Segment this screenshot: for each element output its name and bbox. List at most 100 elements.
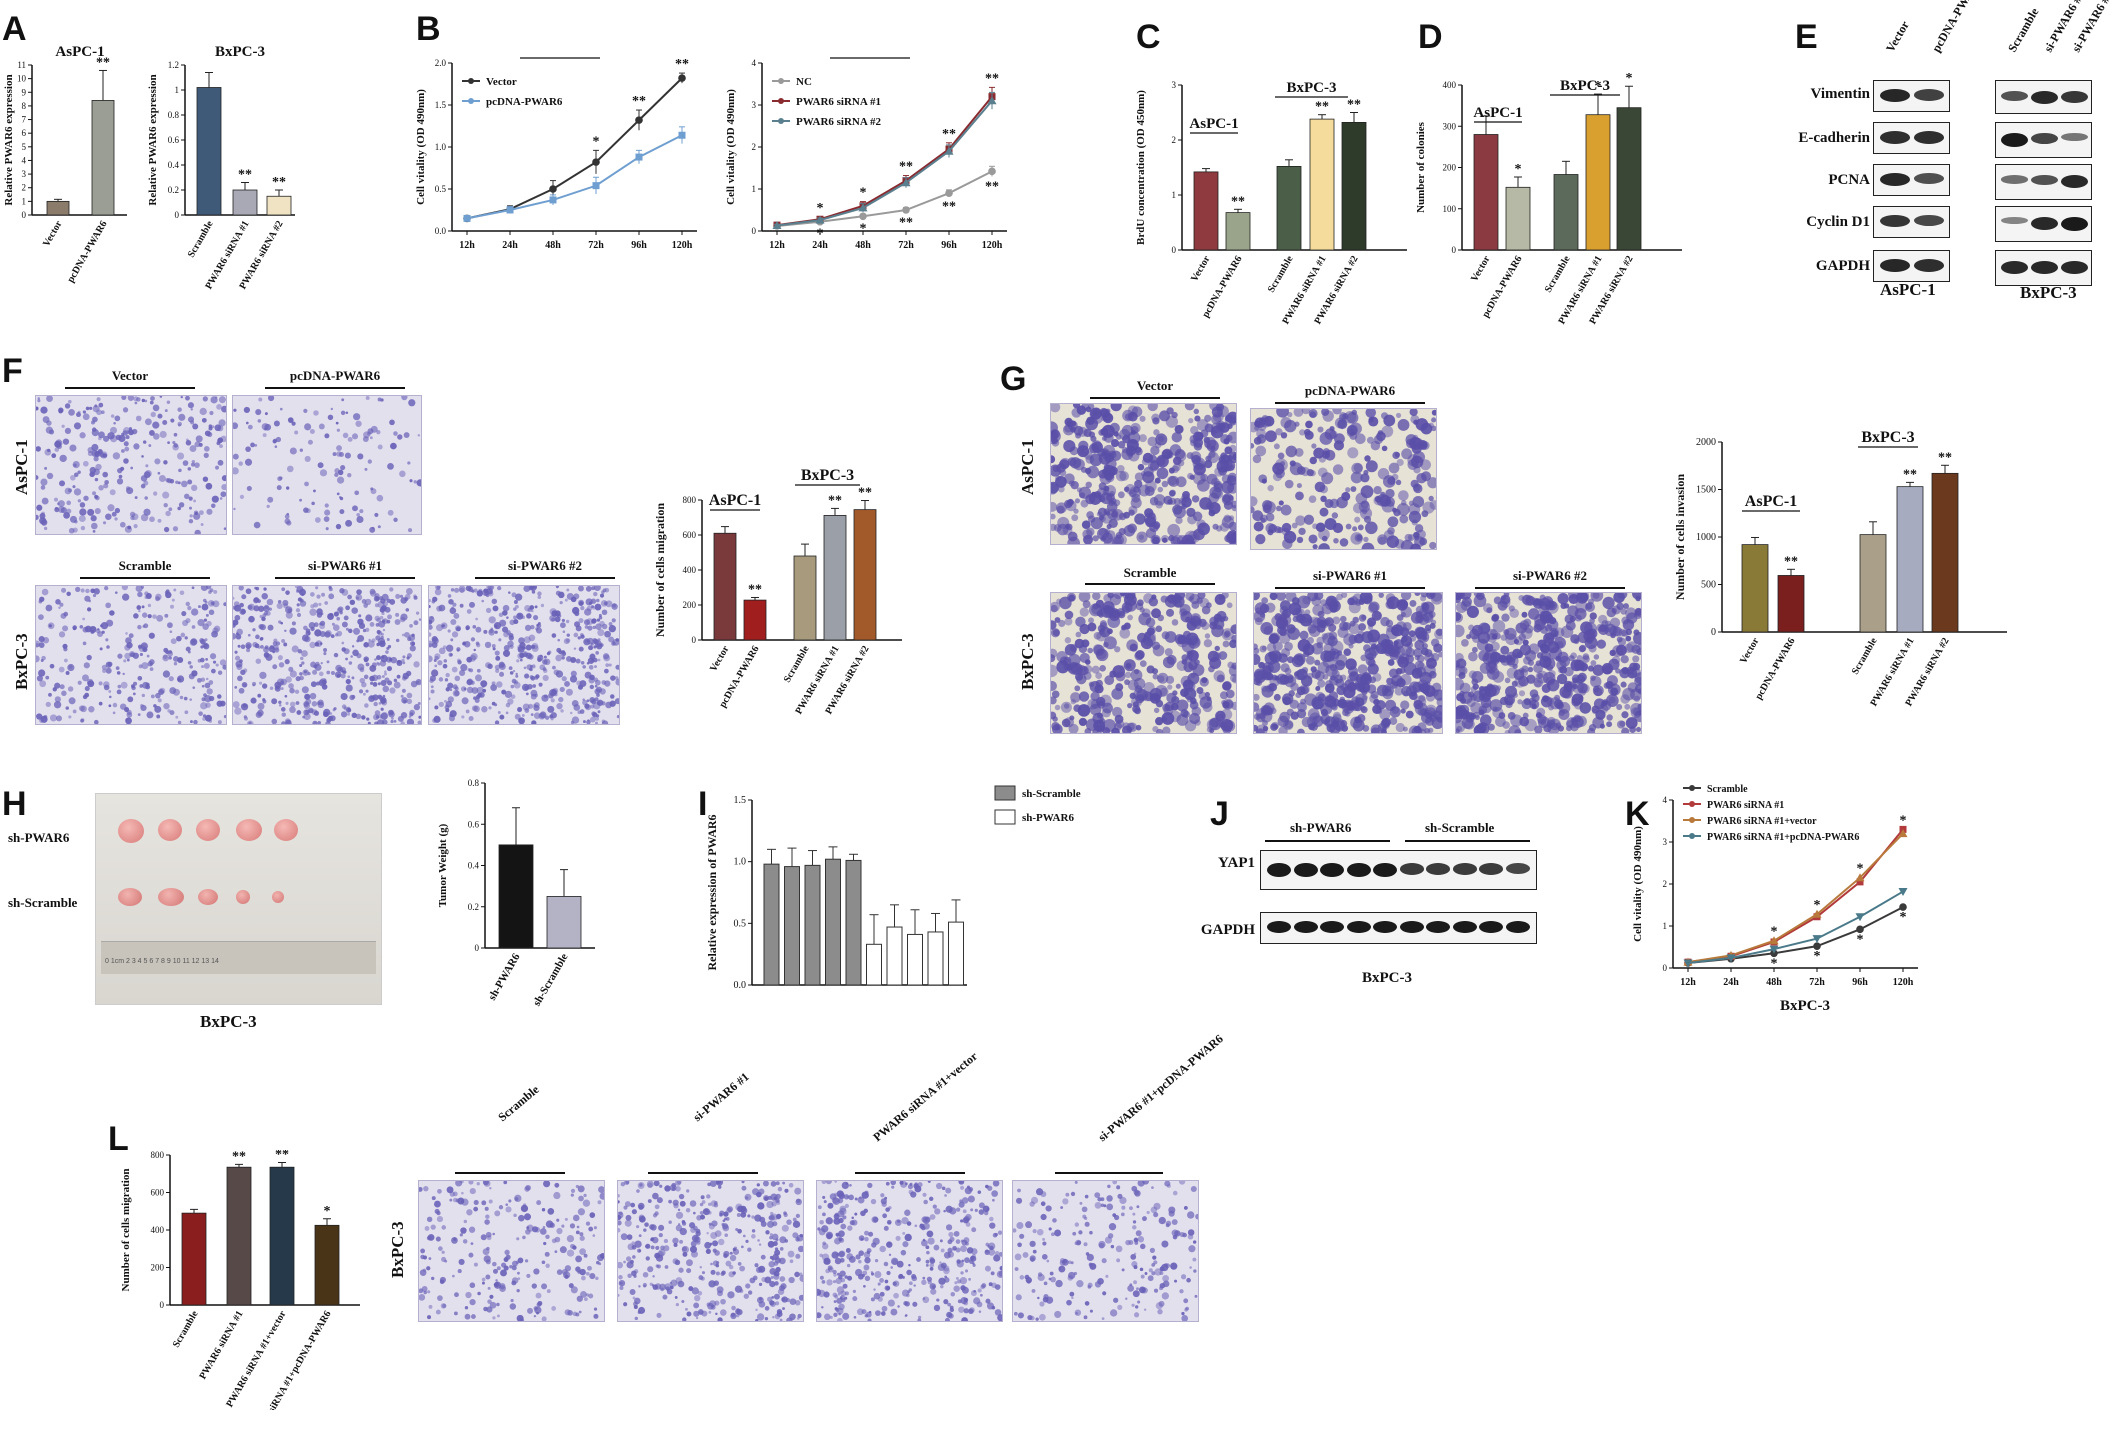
stained-cell <box>77 470 81 474</box>
data-point <box>859 212 867 221</box>
stained-cell <box>1051 711 1057 720</box>
y-tick-label: 1.0 <box>734 857 747 868</box>
stained-cell <box>314 663 322 671</box>
bar <box>763 863 780 986</box>
tumor-sh-scramble <box>272 891 284 903</box>
stained-cell <box>276 485 282 491</box>
stained-cell <box>296 710 302 715</box>
stained-cell <box>407 461 411 465</box>
stained-cell <box>502 604 510 612</box>
stained-cell <box>195 435 203 443</box>
stained-cell <box>356 515 364 524</box>
stained-cell <box>324 509 331 516</box>
l-title-sirna1-vector: PWAR6 siRNA #1+vector <box>870 1048 981 1145</box>
stained-cell <box>169 710 175 716</box>
stained-cell <box>1263 626 1273 636</box>
significance-mark: ** <box>748 582 762 597</box>
f-photo-aspc1-pcdna <box>232 395 422 535</box>
stained-cell <box>206 508 213 515</box>
stained-cell <box>184 710 189 715</box>
stained-cell <box>1220 459 1233 472</box>
data-point <box>592 182 600 190</box>
stained-cell <box>1115 683 1124 692</box>
stained-cell <box>477 1291 481 1296</box>
stained-cell <box>141 662 149 670</box>
stained-cell <box>1348 643 1354 649</box>
significance-mark: ** <box>238 168 252 183</box>
stained-cell <box>1163 495 1173 505</box>
stained-cell <box>79 432 86 439</box>
stained-cell <box>526 1273 531 1278</box>
stained-cell <box>1330 675 1336 681</box>
stained-cell <box>1409 635 1417 642</box>
stained-cell <box>428 1257 432 1260</box>
stained-cell <box>1174 448 1186 460</box>
stained-cell <box>1409 599 1417 607</box>
stained-cell <box>36 655 40 663</box>
stained-cell <box>381 611 385 616</box>
stained-cell <box>92 593 97 598</box>
stained-cell <box>1401 448 1413 460</box>
legend-label: PWAR6 siRNA #1+pcDNA-PWAR6 <box>1707 832 1859 843</box>
stained-cell <box>437 660 443 666</box>
stained-cell <box>768 1260 775 1268</box>
stained-cell <box>413 480 417 484</box>
stained-cell <box>100 624 103 628</box>
stained-cell <box>341 704 347 709</box>
stained-cell <box>1204 441 1211 448</box>
stained-cell <box>1269 633 1280 644</box>
group-title: BxPC-3 <box>1560 78 1610 94</box>
stained-cell <box>1176 699 1189 712</box>
stained-cell <box>1098 482 1107 491</box>
stained-cell <box>105 602 112 609</box>
stained-cell <box>176 635 182 642</box>
stained-cell <box>1320 599 1328 607</box>
group-title: BxPC-3 <box>1861 430 1914 446</box>
stained-cell <box>1229 515 1235 521</box>
stained-cell <box>93 719 99 724</box>
stained-cell <box>668 1199 672 1204</box>
stained-cell <box>1298 527 1306 536</box>
stained-cell <box>404 593 411 600</box>
stained-cell <box>339 509 345 515</box>
stained-cell <box>491 681 496 686</box>
stained-cell <box>377 601 385 609</box>
stained-cell <box>1222 681 1232 691</box>
stained-cell <box>188 496 193 501</box>
stained-cell <box>91 522 98 530</box>
stained-cell <box>429 675 436 682</box>
stained-cell <box>625 1214 632 1221</box>
stained-cell <box>1414 639 1425 650</box>
x-category-label: sh-PWAR6 <box>486 951 523 1002</box>
stained-cell <box>162 491 170 499</box>
stained-cell <box>498 638 502 642</box>
g-line-si2 <box>1475 587 1625 589</box>
stained-cell <box>555 670 564 678</box>
stained-cell <box>121 449 125 453</box>
stained-cell <box>1089 453 1103 467</box>
stained-cell <box>304 423 312 431</box>
stained-cell <box>511 1265 517 1271</box>
stained-cell <box>469 1299 476 1306</box>
stained-cell <box>1222 698 1234 710</box>
stained-cell <box>59 602 64 607</box>
stained-cell <box>564 681 570 687</box>
stained-cell <box>289 670 297 678</box>
stained-cell <box>1207 451 1219 464</box>
stained-cell <box>1063 703 1070 709</box>
stained-cell <box>483 629 488 634</box>
stained-cell <box>386 638 390 641</box>
stained-cell <box>505 1206 512 1213</box>
wb-band <box>1914 215 1944 227</box>
stained-cell <box>357 453 364 460</box>
stained-cell <box>565 638 571 643</box>
l-title-si1-pcdna: si-PWAR6 #1+pcDNA-PWAR6 <box>1095 1031 1226 1145</box>
stained-cell <box>1155 500 1163 509</box>
stained-cell <box>149 667 154 671</box>
stained-cell <box>634 1316 639 1321</box>
stained-cell <box>324 631 331 638</box>
stained-cell <box>534 605 538 609</box>
stained-cell <box>1422 643 1428 649</box>
